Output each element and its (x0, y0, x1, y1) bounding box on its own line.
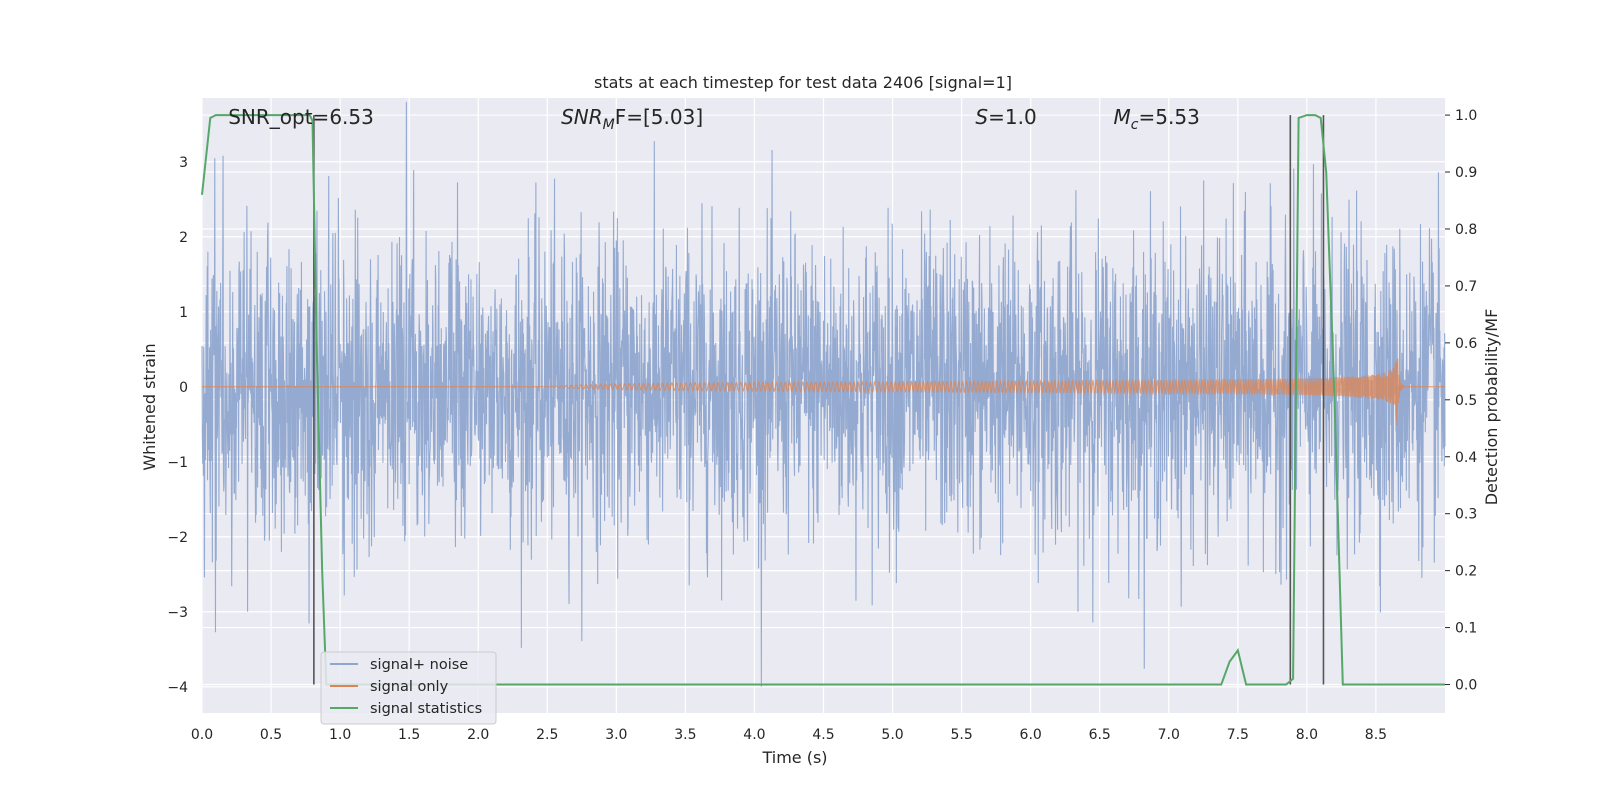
x-tick-label: 6.0 (1020, 727, 1042, 743)
annotation-symbol: S (975, 105, 988, 129)
y-left-tick-label: 2 (179, 230, 188, 246)
legend-box (320, 651, 497, 725)
y-left-tick-label: −3 (167, 605, 188, 621)
y-axis-left-ticks: 3 2 1 0 −1 −2 −3 −4 (167, 155, 188, 696)
x-tick-label: 7.5 (1227, 727, 1249, 743)
annotation-2: S=1.0 (975, 105, 1036, 129)
series-signal-plus-noise (201, 101, 1446, 687)
y-left-tick-label: −4 (167, 680, 188, 696)
legend-label-signal-plus-noise: signal+ noise (370, 657, 468, 673)
x-tick-label: 2.5 (536, 727, 558, 743)
y-right-tick-label: 0.5 (1455, 393, 1477, 409)
x-tick-label: 0.0 (191, 727, 213, 743)
y-right-tick-label: 0.8 (1455, 222, 1477, 238)
y-right-tick-label: 0.0 (1455, 678, 1477, 694)
x-tick-label: 8.0 (1296, 727, 1318, 743)
series-signal-statistics (201, 114, 1445, 686)
y-right-tick-label: 0.6 (1455, 336, 1477, 352)
y-left-tick-label: −1 (167, 455, 188, 471)
x-tick-label: 0.5 (260, 727, 282, 743)
x-tick-label: 3.5 (674, 727, 696, 743)
annotation-0: SNR_opt=6.53 (228, 105, 374, 129)
x-tick-label: 5.5 (950, 727, 972, 743)
y-right-tick-label: 0.2 (1455, 564, 1477, 580)
y-left-tick-label: 1 (179, 305, 188, 321)
x-tick-label: 1.5 (398, 727, 420, 743)
annotation-value: =1.0 (988, 105, 1037, 129)
x-tick-label: 3.0 (605, 727, 627, 743)
annotation-3: Mc=5.53 (1114, 105, 1200, 133)
y-axis-left-label: Whitened strain (140, 343, 159, 470)
statistics-trace (201, 114, 1445, 686)
x-tick-label: 4.0 (743, 727, 765, 743)
x-tick-label: 6.5 (1089, 727, 1111, 743)
annotation-subscript: c (1131, 117, 1139, 133)
series-signal-only (202, 358, 1445, 426)
x-tick-label: 4.5 (812, 727, 834, 743)
y-left-tick-label: 3 (179, 155, 188, 171)
y-right-tick-label: 0.4 (1455, 450, 1477, 466)
x-tick-label: 8.5 (1365, 727, 1387, 743)
y-right-tick-label: 1.0 (1455, 108, 1477, 124)
x-axis-ticks: 0.0 0.5 1.0 1.5 2.0 2.5 3.0 3.5 4.0 4.5 5.0 5.5 6.0 6… (191, 727, 1387, 743)
annotation-symbol: SNR (561, 105, 603, 129)
annotation-1: SNRMF=[5.03] (561, 105, 703, 133)
legend: signal+ noise signal only signal statist… (320, 651, 497, 725)
legend-label-signal-only: signal only (370, 679, 449, 695)
y-right-tick-label: 0.3 (1455, 507, 1477, 523)
x-tick-label: 7.0 (1158, 727, 1180, 743)
legend-label-signal-statistics: signal statistics (370, 701, 482, 717)
annotation-value: F=[5.03] (615, 105, 703, 129)
annotation-subscript: M (603, 117, 615, 133)
y-right-tick-label: 0.1 (1455, 621, 1477, 637)
chart-title: stats at each timestep for test data 240… (594, 73, 1012, 92)
noise-trace (201, 101, 1446, 687)
y-axis-right-label: Detection probability/MF (1482, 309, 1501, 506)
annotations: SNR_opt=6.53 SNRMF=[5.03] S=1.0 Mc=5.53 (228, 105, 1200, 133)
x-tick-label: 2.0 (467, 727, 489, 743)
y-axis-right-ticks: 1.0 0.9 0.8 0.7 0.6 0.5 0.4 0.3 0.2 0.1 0.0 (1445, 108, 1477, 694)
x-axis-label: Time (s) (761, 748, 827, 767)
y-right-tick-label: 0.7 (1455, 279, 1477, 295)
x-tick-label: 1.0 (329, 727, 351, 743)
annotation-symbol: M (1114, 105, 1131, 129)
x-tick-label: 5.0 (881, 727, 903, 743)
y-right-tick-label: 0.9 (1455, 165, 1477, 181)
chirp-trace (202, 358, 1445, 426)
annotation-value: =5.53 (1139, 105, 1200, 129)
y-left-tick-label: 0 (179, 380, 188, 396)
y-left-tick-label: −2 (167, 530, 188, 546)
